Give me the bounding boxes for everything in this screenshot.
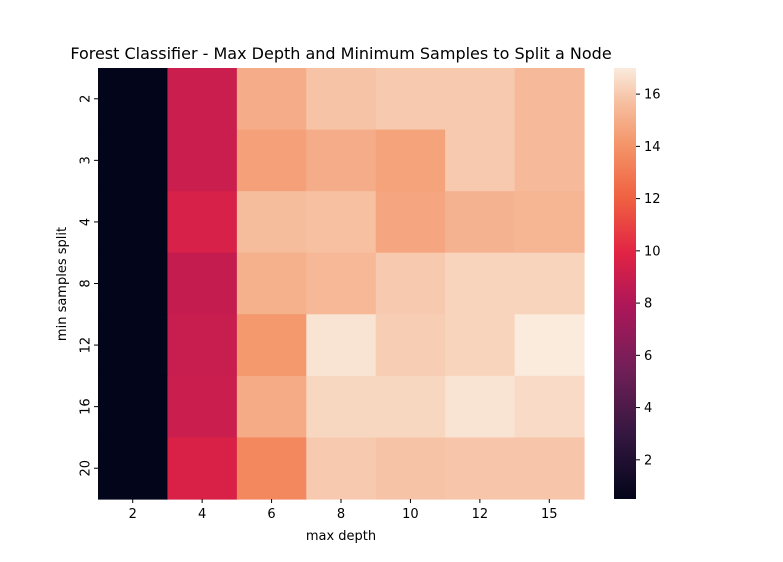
heatmap-cell (445, 314, 516, 377)
y-axis-ticks: 2 3 4 8 12 16 20 (79, 95, 98, 477)
heatmap-cell (514, 314, 585, 377)
x-tick-label: 10 (402, 507, 419, 522)
y-axis-label: min samples split (55, 227, 70, 341)
x-axis-ticks: 2 4 6 8 10 12 15 (129, 499, 558, 522)
heatmap-cell (514, 191, 585, 254)
y-tick-label: 8 (79, 279, 94, 287)
heatmap-cell (375, 129, 446, 192)
heatmap-cell (167, 191, 238, 254)
colorbar-tick-label: 2 (644, 453, 652, 468)
heatmap-cell (445, 375, 516, 439)
colorbar-tick-label: 8 (644, 297, 652, 312)
heatmap-cell (514, 437, 585, 500)
heatmap-cell (236, 191, 307, 254)
heatmap-cell (236, 129, 307, 192)
colorbar (614, 68, 636, 499)
colorbar-tick-label: 4 (644, 401, 652, 416)
heatmap-cell (445, 129, 516, 192)
heatmap-cell (375, 252, 446, 315)
colorbar-tick-label: 10 (644, 244, 661, 259)
colorbar-tick-label: 16 (644, 88, 661, 103)
heatmap-cell (236, 437, 307, 500)
heatmap-cell (98, 129, 169, 192)
heatmap-cell (98, 314, 169, 377)
y-tick-label: 2 (79, 95, 94, 103)
x-tick-label: 4 (198, 507, 206, 522)
heatmap-cell (236, 252, 307, 315)
colorbar-tick-label: 12 (644, 192, 661, 207)
heatmap-cell (514, 375, 585, 439)
chart-title: Forest Classifier - Max Depth and Minimu… (70, 44, 611, 63)
colorbar-tick-label: 14 (644, 140, 661, 155)
heatmap-cell (306, 375, 377, 439)
x-axis-label: max depth (306, 529, 376, 544)
x-tick-label: 15 (541, 507, 558, 522)
heatmap-cell (167, 129, 238, 192)
heatmap-cell (167, 68, 238, 131)
heatmap-cell (375, 68, 446, 131)
heatmap-cells (98, 68, 585, 500)
heatmap-cell (306, 129, 377, 192)
colorbar-ticks: 2 4 6 8 10 12 14 16 (636, 88, 661, 468)
heatmap-cell (236, 375, 307, 439)
x-tick-label: 6 (267, 507, 275, 522)
y-tick-label: 4 (79, 218, 94, 226)
heatmap-cell (167, 375, 238, 439)
heatmap-cell (306, 252, 377, 315)
heatmap-cell (167, 437, 238, 500)
heatmap-cell (375, 191, 446, 254)
heatmap-cell (98, 68, 169, 131)
heatmap-cell (306, 314, 377, 377)
heatmap-cell (375, 314, 446, 377)
heatmap-cell (514, 252, 585, 315)
heatmap-cell (514, 129, 585, 192)
y-tick-label: 12 (79, 337, 94, 354)
heatmap-cell (445, 191, 516, 254)
heatmap-cell (98, 252, 169, 315)
heatmap-cell (445, 437, 516, 500)
heatmap-cell (306, 437, 377, 500)
heatmap-cell (514, 68, 585, 131)
heatmap-cell (236, 314, 307, 377)
x-tick-label: 12 (472, 507, 489, 522)
heatmap-cell (167, 314, 238, 377)
heatmap-cell (375, 375, 446, 439)
heatmap-cell (445, 252, 516, 315)
heatmap-cell (98, 191, 169, 254)
heatmap-cell (375, 437, 446, 500)
heatmap-cell (98, 375, 169, 439)
y-tick-label: 16 (79, 398, 94, 415)
heatmap-cell (445, 68, 516, 131)
y-tick-label: 3 (79, 156, 94, 164)
heatmap-cell (306, 191, 377, 254)
heatmap-cell (306, 68, 377, 131)
colorbar-tick-label: 6 (644, 349, 652, 364)
y-tick-label: 20 (79, 460, 94, 477)
heatmap-cell (98, 437, 169, 500)
x-tick-label: 8 (337, 507, 345, 522)
heatmap-cell (167, 252, 238, 315)
x-tick-label: 2 (129, 507, 137, 522)
heatmap-cell (236, 68, 307, 131)
